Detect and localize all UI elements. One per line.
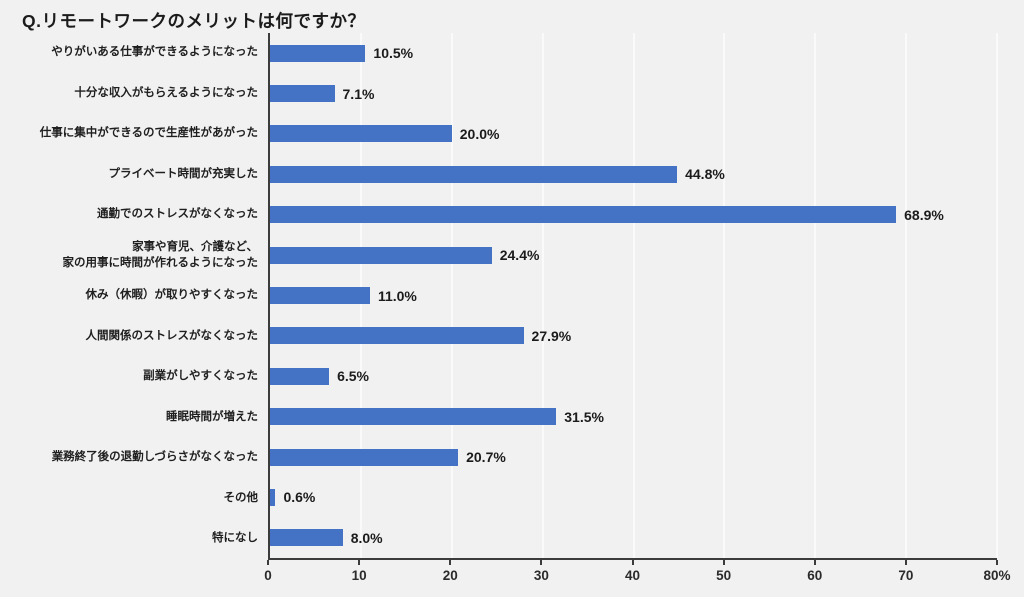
bar-row: 20.7% — [270, 437, 997, 477]
x-tick-label: 70 — [898, 568, 914, 583]
x-tick-mark — [540, 560, 543, 565]
gridline — [450, 33, 453, 558]
gridline — [632, 33, 635, 558]
bar-row: 0.6% — [270, 477, 997, 517]
category-label: 業務終了後の退勤しづらさがなくなった — [51, 451, 258, 464]
plot-column: 10.5% 7.1% 20.0% 44.8% 68.9% 24.4% 11.0% 27.9% 6… — [268, 33, 998, 560]
category-label: 休み（休暇）が取りやすくなった — [85, 289, 259, 302]
x-tick-mark — [267, 560, 269, 565]
bar-row: 24.4% — [270, 235, 997, 275]
x-tick-mark — [631, 560, 634, 565]
bar-row: 10.5% — [270, 33, 997, 73]
value-label: 68.9% — [904, 206, 944, 223]
bar — [270, 529, 343, 547]
category-label: 特になし — [212, 532, 258, 545]
bar-row: 44.8% — [270, 154, 997, 194]
category-label: 十分な収入がもらえるようになった — [74, 86, 258, 99]
bar — [270, 327, 524, 345]
x-tick-mark — [358, 560, 361, 565]
category-label: 家事や育児、介護など、 家の用事に時間が作れるようになった — [62, 241, 259, 269]
x-tick-label: 0 — [264, 568, 272, 583]
x-tick-mark — [449, 560, 452, 565]
bar-row: 20.0% — [270, 114, 997, 154]
bar — [270, 165, 678, 183]
value-label: 8.0% — [350, 529, 383, 546]
value-label: 7.1% — [342, 85, 375, 102]
bar — [270, 246, 492, 264]
value-label: 10.5% — [373, 45, 414, 62]
bar — [270, 85, 335, 103]
category-label: 人間関係のストレスがなくなった — [85, 329, 259, 342]
value-label: 20.7% — [466, 449, 506, 466]
chart-title: Q.リモートワークのメリットは何ですか？ — [22, 11, 366, 31]
category-label: 通勤でのストレスがなくなった — [97, 208, 258, 221]
bar — [270, 206, 897, 224]
x-tick-label: 10 — [351, 568, 367, 583]
x-tick-mark — [813, 560, 816, 565]
bar-row: 6.5% — [270, 356, 997, 396]
gridline — [814, 33, 817, 558]
bar — [270, 488, 276, 506]
bar-row: 7.1% — [270, 73, 997, 113]
category-label: やりがいある仕事ができるようになった — [51, 46, 258, 59]
bar-row: 8.0% — [270, 518, 997, 558]
category-label: その他 — [223, 491, 259, 504]
bar — [270, 408, 557, 426]
category-labels: やりがいある仕事ができるようになった十分な収入がもらえるようになった仕事に集中が… — [0, 33, 268, 560]
category-label: 睡眠時間が増えた — [166, 410, 258, 423]
x-tick-mark — [996, 560, 998, 565]
value-label: 31.5% — [564, 408, 604, 425]
value-label: 0.6% — [283, 489, 316, 506]
bar — [270, 44, 366, 62]
bar-rows: 10.5% 7.1% 20.0% 44.8% 68.9% 24.4% 11.0% 27.9% 6… — [270, 33, 997, 558]
category-label: プライベート時間が充実した — [108, 167, 259, 180]
bar-row: 68.9% — [270, 195, 997, 235]
bar — [270, 287, 370, 305]
bar — [270, 367, 330, 385]
x-tick-label: 40 — [624, 568, 641, 583]
x-tick-mark — [904, 560, 907, 565]
value-label: 24.4% — [499, 247, 540, 264]
value-label: 11.0% — [377, 287, 417, 304]
x-axis: 0 10 20 30 40 50 60 70 80% — [264, 560, 1011, 596]
x-tick-label: 60 — [807, 568, 823, 583]
x-tick-label: 20 — [442, 568, 458, 583]
gridline — [723, 33, 726, 558]
value-label: 44.8% — [685, 166, 725, 183]
bar — [270, 448, 459, 466]
x-tick-label: 30 — [533, 568, 549, 583]
bar-row: 11.0% — [270, 275, 997, 315]
plot-area: やりがいある仕事ができるようになった十分な収入がもらえるようになった仕事に集中が… — [0, 33, 1024, 560]
x-tick-label: 80% — [983, 568, 1011, 583]
x-tick-mark — [722, 560, 725, 565]
x-tick-label: 50 — [716, 568, 732, 583]
value-label: 6.5% — [337, 368, 369, 385]
gridline — [541, 33, 544, 558]
category-label: 副業がしやすくなった — [143, 370, 258, 383]
gridline — [905, 33, 908, 558]
value-label: 27.9% — [531, 327, 572, 344]
bar — [270, 125, 452, 143]
bar-row: 31.5% — [270, 397, 997, 437]
gridline — [996, 33, 998, 558]
value-label: 20.0% — [459, 125, 500, 142]
bar-row: 27.9% — [270, 316, 997, 356]
category-label: 仕事に集中ができるので生産性があがった — [39, 127, 258, 140]
